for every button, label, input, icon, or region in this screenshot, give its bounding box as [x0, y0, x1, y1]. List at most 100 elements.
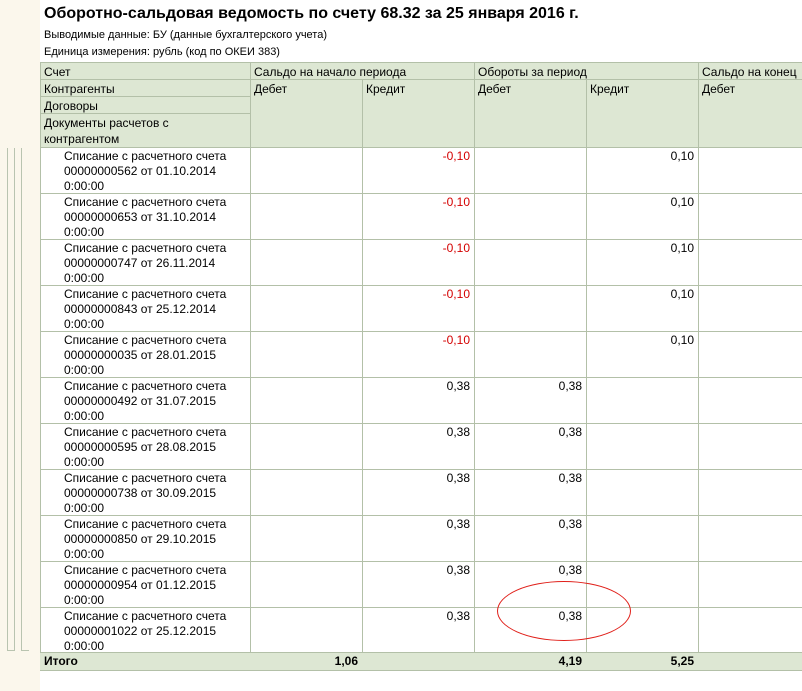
row-opening-credit: 0,38 [446, 379, 470, 393]
table-row[interactable]: Списание с расчетного счета 00000000035 о… [40, 331, 802, 377]
row-separator [40, 193, 802, 194]
header-turnover-debit[interactable]: Дебет [474, 79, 586, 147]
row-separator [40, 607, 802, 608]
highlight-circle [497, 581, 631, 641]
row-document-name: Списание с расчетного счета [64, 517, 227, 531]
grid-line [362, 79, 363, 670]
header-opening-debit[interactable]: Дебет [250, 79, 362, 147]
row-document-time: 0:00:00 [64, 179, 105, 193]
row-document-time: 0:00:00 [64, 409, 105, 423]
row-document-number: 00000001022 от 25.12.2015 [64, 624, 217, 638]
table-row[interactable]: Списание с расчетного счета 00000000843 о… [40, 285, 802, 331]
row-opening-credit: 0,38 [446, 517, 470, 531]
row-turnover-debit: 0,38 [558, 425, 582, 439]
header-account[interactable]: Счет [40, 62, 250, 79]
row-turnover-credit: 0,10 [670, 149, 694, 163]
row-document-name: Списание с расчетного счета [64, 287, 227, 301]
row-opening-credit: 0,38 [446, 563, 470, 577]
row-document-number: 00000000562 от 01.10.2014 [64, 164, 217, 178]
row-separator [40, 423, 802, 424]
row-document-number: 00000000954 от 01.12.2015 [64, 578, 217, 592]
group-level-line [7, 148, 8, 650]
totals-turnover-debit: 4,19 [558, 654, 582, 668]
header-counterparties[interactable]: Контрагенты [40, 79, 250, 96]
row-document-time: 0:00:00 [64, 363, 105, 377]
grid-line [40, 79, 802, 80]
row-document-time: 0:00:00 [64, 547, 105, 561]
row-separator [40, 469, 802, 470]
row-document-name: Списание с расчетного счета [64, 609, 227, 623]
header-documents-fill [190, 113, 250, 147]
grid-line [586, 79, 587, 670]
grid-line [40, 113, 250, 114]
row-document-time: 0:00:00 [64, 317, 105, 331]
table-row[interactable]: Списание с расчетного счета 00000000492 о… [40, 377, 802, 423]
row-opening-credit: -0,10 [442, 195, 470, 209]
grid-line [40, 96, 250, 97]
row-document-time: 0:00:00 [64, 271, 105, 285]
grid-line [40, 652, 802, 653]
table-row[interactable]: Списание с расчетного счета 00000000595 о… [40, 423, 802, 469]
row-turnover-debit: 0,38 [558, 563, 582, 577]
row-turnover-debit: 0,38 [558, 517, 582, 531]
grid-line [40, 62, 802, 63]
row-separator [40, 239, 802, 240]
totals-turnover-credit: 5,25 [670, 654, 694, 668]
grid-line [250, 62, 251, 670]
report-table: Счет Контрагенты Договоры Документы расч… [40, 62, 802, 671]
table-row[interactable]: Списание с расчетного счета 00000001022 о… [40, 607, 802, 653]
row-document-name: Списание с расчетного счета [64, 379, 227, 393]
row-grouping-gutter[interactable] [0, 0, 40, 691]
group-level-tick [7, 650, 15, 653]
row-document-name: Списание с расчетного счета [64, 425, 227, 439]
table-row[interactable]: Списание с расчетного счета 00000000954 о… [40, 561, 802, 607]
row-document-name: Списание с расчетного счета [64, 333, 227, 347]
grid-line [40, 62, 41, 670]
row-opening-credit: 0,38 [446, 471, 470, 485]
header-turnover-credit[interactable]: Кредит [586, 79, 698, 147]
row-opening-credit: -0,10 [442, 287, 470, 301]
grid-line [40, 670, 802, 671]
row-opening-credit: -0,10 [442, 149, 470, 163]
row-separator [40, 515, 802, 516]
report-title: Оборотно-сальдовая ведомость по счету 68… [44, 5, 579, 22]
row-opening-credit: -0,10 [442, 333, 470, 347]
row-turnover-credit: 0,10 [670, 195, 694, 209]
row-document-time: 0:00:00 [64, 593, 105, 607]
row-document-number: 00000000035 от 28.01.2015 [64, 348, 217, 362]
row-document-number: 00000000843 от 25.12.2014 [64, 302, 217, 316]
report-unit: Единица измерения: рубль (код по ОКЕИ 38… [44, 46, 280, 58]
header-opening-balance[interactable]: Сальдо на начало периода [250, 62, 474, 79]
table-row[interactable]: Списание с расчетного счета 00000000738 о… [40, 469, 802, 515]
row-document-name: Списание с расчетного счета [64, 149, 227, 163]
header-closing-debit[interactable]: Дебет [698, 79, 802, 147]
header-contracts[interactable]: Договоры [40, 96, 250, 113]
row-document-number: 00000000492 от 31.07.2015 [64, 394, 217, 408]
group-level-tick [21, 650, 29, 653]
totals-label: Итого [44, 654, 78, 668]
row-document-number: 00000000738 от 30.09.2015 [64, 486, 217, 500]
row-turnover-debit: 0,38 [558, 471, 582, 485]
row-document-number: 00000000850 от 29.10.2015 [64, 532, 217, 546]
row-document-time: 0:00:00 [64, 455, 105, 469]
header-closing-balance[interactable]: Сальдо на конец [698, 62, 802, 79]
row-opening-credit: -0,10 [442, 241, 470, 255]
row-opening-credit: 0,38 [446, 609, 470, 623]
grid-line [40, 147, 802, 148]
row-separator [40, 285, 802, 286]
row-turnover-credit: 0,10 [670, 333, 694, 347]
table-row[interactable]: Списание с расчетного счета 00000000850 о… [40, 515, 802, 561]
header-opening-credit[interactable]: Кредит [362, 79, 474, 147]
totals-row[interactable]: Итого 1,06 4,19 5,25 [40, 652, 802, 670]
grid-line [698, 62, 699, 670]
table-row[interactable]: Списание с расчетного счета 00000000747 о… [40, 239, 802, 285]
header-documents[interactable]: Документы расчетов с контрагентом [40, 113, 190, 147]
grid-line [474, 62, 475, 670]
row-document-number: 00000000747 от 26.11.2014 [64, 256, 216, 270]
table-row[interactable]: Списание с расчетного счета 00000000562 о… [40, 147, 802, 193]
row-document-number: 00000000595 от 28.08.2015 [64, 440, 217, 454]
table-row[interactable]: Списание с расчетного счета 00000000653 о… [40, 193, 802, 239]
row-turnover-credit: 0,10 [670, 241, 694, 255]
row-turnover-debit: 0,38 [558, 379, 582, 393]
header-turnover[interactable]: Обороты за период [474, 62, 698, 79]
